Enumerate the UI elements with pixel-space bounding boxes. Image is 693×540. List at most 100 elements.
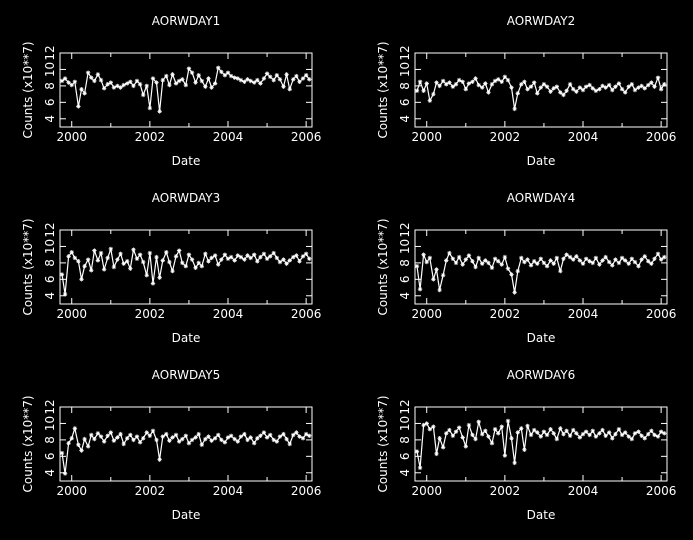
data-point — [115, 435, 120, 440]
data-point — [466, 81, 472, 86]
data-point — [603, 433, 608, 438]
y-tick-label: 6 — [43, 276, 57, 284]
data-point — [622, 258, 628, 263]
data-point — [277, 77, 283, 82]
data-point — [649, 261, 654, 266]
data-point — [619, 86, 625, 92]
data-point — [251, 440, 257, 446]
data-point — [85, 70, 91, 75]
data-point — [128, 266, 133, 271]
data-point — [219, 437, 224, 443]
data-point — [144, 430, 149, 435]
data-point — [209, 438, 214, 443]
x-axis-title: Date — [527, 508, 556, 522]
data-point — [603, 254, 608, 260]
data-point — [512, 460, 517, 466]
y-tick-label: 12 — [43, 45, 57, 60]
data-point — [492, 427, 498, 432]
data-point — [141, 92, 146, 98]
x-tick-label: 2000 — [411, 484, 442, 498]
data-point — [183, 433, 189, 438]
plot-frame — [414, 229, 668, 305]
data-point — [69, 250, 74, 255]
data-point — [303, 73, 309, 78]
data-point — [235, 76, 240, 81]
data-point — [150, 76, 156, 81]
data-point — [196, 260, 201, 266]
x-tick-label: 2004 — [568, 130, 599, 144]
data-point — [105, 433, 110, 438]
data-point — [108, 80, 113, 85]
data-point — [180, 436, 185, 442]
data-point — [629, 436, 635, 442]
data-point — [655, 251, 661, 257]
x-tick-label: 2006 — [646, 484, 677, 498]
data-point — [590, 86, 595, 91]
plot-frame — [59, 229, 313, 305]
data-point — [470, 432, 475, 438]
data-point — [251, 80, 257, 85]
data-point — [613, 431, 618, 437]
data-point — [456, 254, 462, 260]
data-point — [600, 258, 605, 263]
data-point — [417, 465, 423, 471]
data-point — [183, 263, 189, 269]
data-point — [196, 73, 201, 78]
data-point — [137, 82, 143, 87]
data-point — [62, 291, 68, 297]
data-point — [225, 70, 231, 75]
data-point — [212, 81, 218, 86]
y-tick-label: 8 — [43, 82, 57, 90]
data-point — [209, 255, 214, 261]
data-point — [92, 248, 97, 253]
chart-title: AORWDAY3 — [152, 191, 220, 205]
y-axis-title: Counts (x10**7) — [376, 41, 390, 138]
data-point — [235, 439, 240, 444]
data-point — [121, 82, 126, 88]
data-point — [164, 250, 169, 255]
data-point — [437, 83, 442, 89]
data-point — [222, 73, 228, 78]
data-point — [639, 433, 644, 438]
data-point — [189, 257, 195, 262]
data-point — [154, 80, 159, 85]
data-point — [447, 427, 452, 433]
data-point — [206, 434, 211, 439]
data-point — [642, 436, 647, 441]
data-point — [613, 257, 618, 262]
data-point — [593, 434, 599, 439]
data-point — [561, 256, 566, 261]
data-point — [72, 79, 78, 84]
data-point — [111, 264, 117, 270]
data-point — [662, 431, 667, 436]
data-point — [535, 430, 540, 435]
data-point — [193, 435, 198, 440]
data-point — [307, 256, 312, 261]
data-point — [294, 73, 299, 79]
data-point — [492, 256, 498, 261]
data-point — [137, 252, 143, 257]
data-point — [147, 250, 153, 256]
data-point — [95, 72, 101, 77]
data-point — [522, 259, 527, 265]
data-point — [626, 434, 631, 439]
plot-frame — [59, 406, 313, 482]
data-point — [173, 432, 179, 438]
y-tick-label: 6 — [43, 453, 57, 461]
y-tick-label: 4 — [398, 115, 412, 123]
data-point — [245, 253, 250, 258]
data-point — [245, 437, 250, 443]
data-point — [652, 432, 657, 438]
data-point — [176, 78, 182, 84]
data-point — [287, 86, 292, 92]
data-point — [587, 432, 592, 438]
data-point — [277, 434, 283, 439]
y-axis-title: Counts (x10**7) — [21, 395, 35, 492]
data-point — [421, 422, 426, 428]
x-tick-label: 2002 — [135, 130, 166, 144]
data-point — [281, 431, 286, 437]
data-point — [434, 267, 439, 272]
data-point — [519, 426, 524, 431]
data-point — [79, 448, 84, 453]
x-axis-title: Date — [172, 508, 201, 522]
